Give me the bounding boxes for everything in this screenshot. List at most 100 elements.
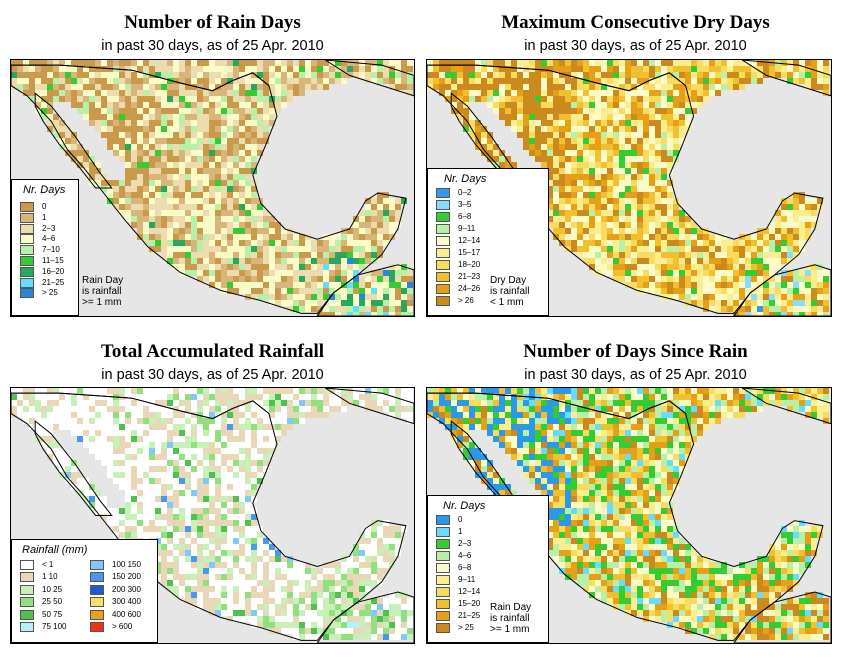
legend-swatch xyxy=(20,622,34,632)
legend-label: 200 300 xyxy=(112,584,141,594)
us-border xyxy=(11,64,270,92)
legend-label: 2–3 xyxy=(458,539,472,548)
legend-label: 1 xyxy=(42,212,47,222)
legend-swatch xyxy=(436,284,450,294)
legend-label: 100 150 xyxy=(112,560,141,569)
legend-label: 9–11 xyxy=(458,575,476,584)
us-border xyxy=(11,392,270,420)
legend-swatch xyxy=(20,277,34,288)
legend-swatch xyxy=(436,188,450,198)
map-grid-cells xyxy=(427,388,829,640)
panel-title: Number of Days Since Rain xyxy=(523,341,748,362)
legend-swatch xyxy=(20,202,34,212)
legend-label: 6–8 xyxy=(458,563,472,572)
legend-swatch xyxy=(20,234,34,245)
legend-swatch xyxy=(90,584,104,595)
legend-label: 0 xyxy=(458,515,463,524)
map-max-dry-days: Nr. Days 0–2 3–5 6–8 9–11 12–14 15–17 18–20 21–… xyxy=(426,59,832,317)
legend-swatch xyxy=(436,551,450,561)
legend-label: 21–25 xyxy=(458,611,481,620)
map-grid-cells xyxy=(11,388,413,640)
central-america-outline xyxy=(733,591,831,643)
cuba-outline xyxy=(325,60,414,97)
panel-subtitle: in past 30 days, as of 25 Apr. 2010 xyxy=(101,38,324,54)
baja-california-outline xyxy=(34,92,113,189)
legend: Nr. Days 0 1 2–3 4–6 6–8 9–11 12–14 15–20 21–25 >… xyxy=(427,495,549,643)
panel-subtitle: in past 30 days, as of 25 Apr. 2010 xyxy=(524,367,747,383)
map-grid-cells xyxy=(427,60,829,316)
legend-swatch xyxy=(20,212,34,223)
legend-label: 24–26 xyxy=(458,284,481,293)
legend-swatch xyxy=(436,272,450,282)
central-america-outline xyxy=(733,264,831,316)
legend-label: 50 75 xyxy=(42,609,63,619)
legend-swatch xyxy=(20,609,34,620)
legend-swatch xyxy=(436,248,450,258)
legend-swatch xyxy=(20,256,34,266)
legend-label: > 25 xyxy=(42,288,58,298)
legend-swatch xyxy=(436,587,450,597)
legend-swatch xyxy=(90,622,104,632)
cuba-outline xyxy=(325,388,414,425)
legend-swatch xyxy=(436,527,450,537)
legend-label: > 26 xyxy=(458,296,474,305)
legend-title: Rainfall (mm) xyxy=(22,544,88,556)
legend-label: 16–20 xyxy=(42,266,65,276)
map-days-since-rain: Nr. Days 0 1 2–3 4–6 6–8 9–11 12–14 15–20 21–25 >… xyxy=(426,387,832,644)
legend-swatch xyxy=(436,575,450,585)
legend-label: 400 600 xyxy=(112,609,141,619)
legend-label: 1 10 xyxy=(42,572,58,582)
central-america-outline xyxy=(316,591,414,643)
legend-swatch xyxy=(436,515,450,525)
panel-title: Total Accumulated Rainfall xyxy=(100,341,325,362)
legend-swatch xyxy=(20,560,34,570)
legend-label: 4–6 xyxy=(458,551,472,560)
legend-label: > 600 xyxy=(112,622,133,631)
map-rain-days: Nr. Days 0 1 2–3 4–6 7–10 11–15 16–20 21–25 > 25… xyxy=(10,59,415,317)
panel-rain-days: Number of Rain Days in past 30 days, as … xyxy=(0,0,425,330)
legend-label: 15–17 xyxy=(458,248,481,257)
legend: Nr. Days 0 1 2–3 4–6 7–10 11–15 16–20 21–25 > 25 xyxy=(11,179,79,316)
legend-label: 1 xyxy=(458,527,463,536)
map-total-rainfall: Rainfall (mm) < 1 1 10 10 25 25 50 50 75 75 1… xyxy=(10,387,415,644)
legend-label: < 1 xyxy=(42,560,54,569)
legend-swatch xyxy=(20,584,34,595)
baja-california-outline xyxy=(34,420,113,516)
panel-title: Number of Rain Days xyxy=(124,12,301,33)
us-border xyxy=(427,64,686,92)
legend-swatch xyxy=(20,266,34,277)
legend-swatch xyxy=(90,560,104,570)
legend-label: 11–15 xyxy=(42,256,64,265)
panel-days-since-rain: Number of Days Since Rain in past 30 day… xyxy=(425,330,846,658)
legend-label: 21–23 xyxy=(458,272,481,281)
legend-swatch xyxy=(20,288,34,299)
legend-swatch xyxy=(20,245,34,256)
legend-swatch xyxy=(436,563,450,573)
legend-swatch xyxy=(20,597,34,608)
legend: Rainfall (mm) < 1 1 10 10 25 25 50 50 75 75 1… xyxy=(11,539,158,643)
legend: Nr. Days 0–2 3–5 6–8 9–11 12–14 15–17 18–20 21–… xyxy=(427,168,549,316)
map-grid-cells xyxy=(11,60,413,316)
legend-swatch xyxy=(436,236,450,246)
central-america-outline xyxy=(316,264,414,316)
legend-label: 300 400 xyxy=(112,597,141,607)
legend-label: 12–14 xyxy=(458,587,481,596)
panel-title: Maximum Consecutive Dry Days xyxy=(501,12,770,33)
legend-label: 7–10 xyxy=(42,245,60,255)
legend-swatch xyxy=(90,609,104,620)
legend-swatch xyxy=(90,597,104,608)
legend-swatch xyxy=(436,224,450,234)
legend-label: 25 50 xyxy=(42,597,63,607)
legend-swatch xyxy=(20,223,34,234)
legend-label: 10 25 xyxy=(42,584,63,594)
legend-title: Nr. Days xyxy=(444,173,487,185)
legend-label: 2–3 xyxy=(42,223,56,233)
legend-label: 6–8 xyxy=(458,212,472,221)
legend-title: Nr. Days xyxy=(23,184,66,196)
legend-label: 3–5 xyxy=(458,200,472,209)
rain-day-definition: Rain Day is rainfall >= 1 mm xyxy=(490,602,532,635)
legend-label: 18–20 xyxy=(458,260,481,269)
legend-swatch xyxy=(436,539,450,549)
panel-subtitle: in past 30 days, as of 25 Apr. 2010 xyxy=(524,38,747,54)
us-border xyxy=(427,392,686,420)
